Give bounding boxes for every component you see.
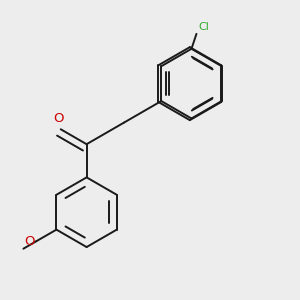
Text: O: O xyxy=(24,235,35,248)
Text: O: O xyxy=(53,112,63,125)
Text: Cl: Cl xyxy=(198,22,209,32)
